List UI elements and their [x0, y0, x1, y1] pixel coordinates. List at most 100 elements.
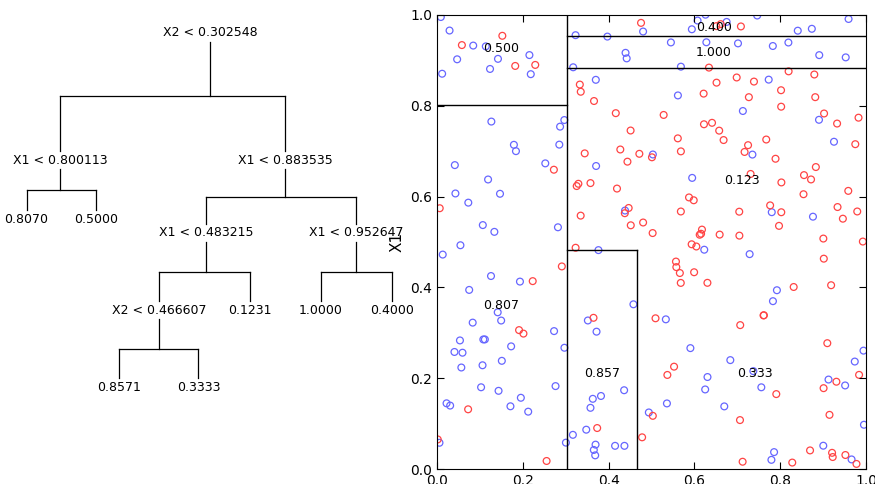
- Point: [781, 67, 795, 75]
- Point: [705, 119, 719, 127]
- Point: [514, 394, 528, 402]
- Point: [736, 458, 750, 466]
- Point: [667, 363, 681, 371]
- Point: [587, 97, 601, 105]
- Point: [769, 390, 783, 398]
- Point: [838, 451, 852, 459]
- Point: [757, 311, 771, 319]
- Point: [698, 11, 712, 18]
- Point: [687, 197, 701, 204]
- Point: [559, 439, 573, 447]
- Point: [827, 138, 841, 146]
- Point: [448, 190, 462, 197]
- Point: [746, 367, 760, 375]
- Point: [690, 242, 704, 250]
- Point: [803, 447, 817, 454]
- Point: [619, 49, 633, 57]
- Point: [712, 127, 726, 135]
- Point: [571, 180, 585, 188]
- Point: [747, 78, 761, 86]
- Point: [848, 140, 862, 148]
- Point: [503, 402, 517, 410]
- Point: [551, 224, 565, 231]
- Point: [719, 18, 733, 26]
- Point: [671, 135, 685, 142]
- Point: [750, 12, 764, 19]
- Point: [435, 70, 449, 77]
- Point: [581, 317, 595, 324]
- Point: [774, 209, 788, 216]
- Text: 0.400: 0.400: [696, 21, 731, 34]
- Point: [609, 109, 623, 117]
- Point: [674, 279, 688, 287]
- Point: [504, 343, 518, 350]
- Point: [674, 63, 688, 71]
- Point: [476, 335, 490, 343]
- Point: [634, 19, 648, 27]
- Text: 0.5000: 0.5000: [74, 213, 117, 226]
- Point: [635, 434, 649, 441]
- Point: [557, 116, 571, 124]
- Point: [774, 103, 788, 110]
- Point: [685, 25, 699, 33]
- Point: [781, 39, 795, 46]
- Point: [697, 246, 711, 254]
- Point: [453, 336, 467, 344]
- Point: [816, 235, 830, 242]
- Point: [830, 203, 844, 211]
- Point: [762, 76, 776, 84]
- Point: [461, 406, 475, 413]
- Point: [478, 335, 492, 343]
- Point: [621, 204, 635, 212]
- Point: [448, 161, 462, 169]
- Point: [841, 187, 855, 195]
- Point: [661, 371, 675, 379]
- Point: [742, 93, 756, 101]
- Point: [434, 13, 448, 21]
- Text: X1 < 0.952647: X1 < 0.952647: [309, 227, 403, 240]
- Point: [483, 65, 497, 73]
- Point: [555, 262, 569, 270]
- Point: [822, 411, 836, 419]
- Point: [710, 79, 724, 87]
- Point: [669, 257, 683, 265]
- Point: [701, 373, 715, 381]
- Point: [481, 176, 495, 183]
- Point: [699, 38, 713, 46]
- Point: [738, 148, 752, 156]
- Point: [850, 208, 864, 215]
- Point: [578, 150, 592, 157]
- Point: [589, 162, 603, 170]
- Text: 0.857: 0.857: [584, 367, 620, 380]
- Text: 0.500: 0.500: [483, 42, 519, 55]
- Point: [816, 384, 830, 392]
- Point: [586, 314, 600, 322]
- Point: [495, 32, 509, 40]
- Point: [698, 386, 712, 393]
- Point: [588, 452, 602, 459]
- Point: [822, 376, 836, 383]
- Point: [454, 363, 468, 371]
- Point: [808, 93, 822, 101]
- Point: [760, 136, 774, 143]
- Point: [594, 392, 608, 400]
- Point: [443, 402, 457, 409]
- Point: [618, 210, 632, 217]
- Point: [574, 212, 588, 220]
- Text: 0.3333: 0.3333: [177, 381, 220, 394]
- Point: [710, 22, 724, 30]
- Point: [516, 330, 530, 337]
- Point: [700, 279, 714, 287]
- Point: [763, 201, 777, 209]
- Point: [694, 230, 708, 238]
- Point: [765, 208, 779, 216]
- Point: [724, 356, 738, 364]
- Point: [816, 442, 830, 450]
- Point: [768, 155, 782, 163]
- Point: [495, 357, 509, 365]
- Point: [549, 382, 563, 390]
- Point: [528, 61, 542, 69]
- Point: [579, 426, 593, 434]
- Point: [645, 153, 659, 161]
- Point: [796, 190, 810, 198]
